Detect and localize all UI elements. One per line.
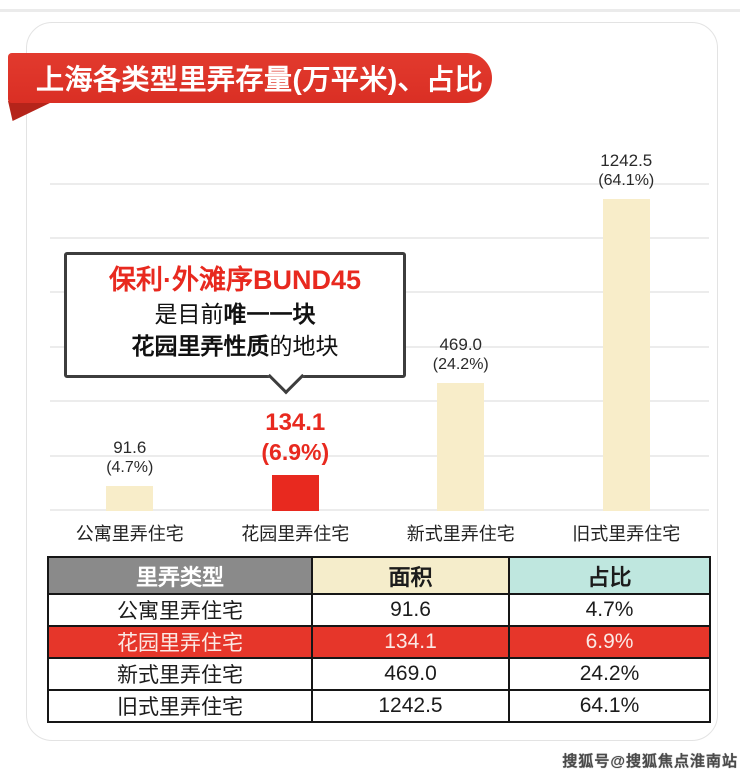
category-label: 旧式里弄住宅 xyxy=(572,524,681,544)
bar-column-apartment: 91.6 (4.7%) xyxy=(47,150,213,511)
bar-value-label: 1242.5 xyxy=(600,151,653,170)
cell-type: 花园里弄住宅 xyxy=(47,625,313,659)
table-row: 花园里弄住宅 134.1 6.9% xyxy=(47,625,711,659)
bar xyxy=(437,383,485,511)
category-label: 花园里弄住宅 xyxy=(241,524,350,544)
callout-line2-bold: 唯一一块 xyxy=(223,300,316,327)
bar-value-label: 134.1 xyxy=(265,409,326,437)
bar-percent-label: (24.2%) xyxy=(432,356,489,374)
top-divider xyxy=(0,9,740,12)
cell-share: 4.7% xyxy=(508,593,711,627)
cell-area: 469.0 xyxy=(311,657,510,691)
cell-type: 新式里弄住宅 xyxy=(47,657,313,691)
gridline xyxy=(50,509,709,511)
table-row: 公寓里弄住宅 91.6 4.7% xyxy=(47,593,711,627)
cell-type: 旧式里弄住宅 xyxy=(47,689,313,723)
gridline xyxy=(50,455,709,457)
category-label: 新式里弄住宅 xyxy=(406,524,515,544)
table-row: 旧式里弄住宅 1242.5 64.1% xyxy=(47,689,711,723)
table-header-share: 占比 xyxy=(508,556,711,595)
bar-column-garden: 134.1 (6.9%) xyxy=(213,150,379,511)
callout-line2: 是目前唯一一块 xyxy=(67,298,403,331)
callout-project-name: 保利·外滩序BUND45 xyxy=(108,265,362,295)
bar-labels: 134.1 (6.9%) xyxy=(261,408,329,468)
bar xyxy=(602,199,650,511)
table-row: 新式里弄住宅 469.0 24.2% xyxy=(47,657,711,691)
callout-line2-prefix: 是目前 xyxy=(154,300,224,327)
callout-line3-bold: 花园里弄性质 xyxy=(131,333,270,360)
cell-area: 1242.5 xyxy=(311,689,510,723)
bar-labels: 1242.5 (64.1%) xyxy=(598,150,654,192)
page-title: 上海各类型里弄存量(万平米)、占比 xyxy=(36,64,484,95)
bar-chart: 91.6 (4.7%) 134.1 (6.9%) 469.0 (24.2%) 1… xyxy=(47,150,709,511)
gridline xyxy=(50,400,709,402)
bar xyxy=(106,486,154,511)
cell-share: 6.9% xyxy=(508,625,711,659)
gridline xyxy=(50,237,709,239)
bar-percent-label: (6.9%) xyxy=(261,439,330,466)
bar-labels: 91.6 (4.7%) xyxy=(106,437,153,479)
summary-table: 里弄类型 面积 占比 公寓里弄住宅 91.6 4.7% 花园里弄住宅 134.1… xyxy=(47,556,711,723)
table-header-area: 面积 xyxy=(311,556,510,595)
bar-value-label: 91.6 xyxy=(113,437,147,457)
title-banner: 上海各类型里弄存量(万平米)、占比 xyxy=(8,53,492,103)
category-axis: 公寓里弄住宅 花园里弄住宅 新式里弄住宅 旧式里弄住宅 xyxy=(47,520,709,546)
table-header-type: 里弄类型 xyxy=(47,556,313,595)
callout-bubble: 保利·外滩序BUND45 是目前唯一一块 花园里弄性质的地块 xyxy=(64,252,406,378)
table-header-row: 里弄类型 面积 占比 xyxy=(47,556,711,595)
bar-percent-label: (4.7%) xyxy=(106,459,154,477)
cell-share: 64.1% xyxy=(508,689,711,723)
bar-column-new-style: 469.0 (24.2%) xyxy=(378,150,544,511)
bar-percent-label: (64.1%) xyxy=(598,172,655,190)
category-label: 公寓里弄住宅 xyxy=(75,524,184,544)
gridline xyxy=(50,183,709,185)
cell-share: 24.2% xyxy=(508,657,711,691)
cell-area: 134.1 xyxy=(311,625,510,659)
bar-labels: 469.0 (24.2%) xyxy=(433,334,489,376)
bar-column-old-style: 1242.5 (64.1%) xyxy=(544,150,710,511)
watermark: 搜狐号@搜狐焦点淮南站 xyxy=(562,753,738,770)
callout-line3-suffix: 的地块 xyxy=(269,333,339,360)
cell-type: 公寓里弄住宅 xyxy=(47,593,313,627)
bar xyxy=(271,475,319,511)
callout-line3: 花园里弄性质的地块 xyxy=(67,330,403,363)
bar-value-label: 469.0 xyxy=(439,334,483,354)
cell-area: 91.6 xyxy=(311,593,510,627)
